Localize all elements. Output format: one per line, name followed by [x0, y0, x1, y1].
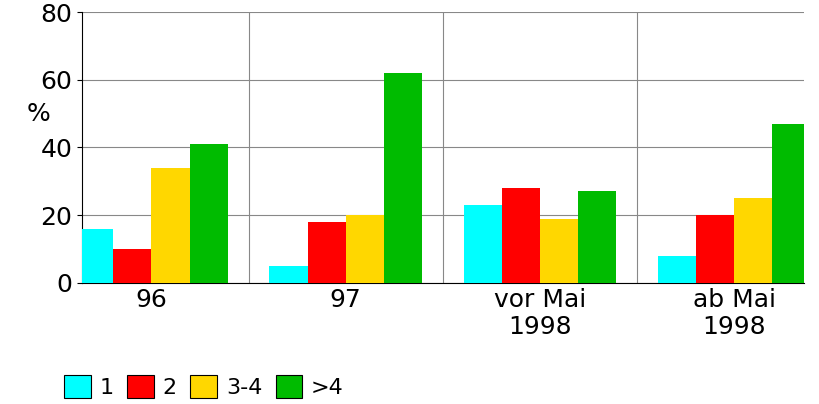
Bar: [463, 205, 501, 283]
Bar: [75, 229, 113, 283]
Bar: [577, 191, 616, 283]
Bar: [113, 249, 152, 283]
Bar: [152, 168, 189, 283]
Bar: [539, 219, 577, 283]
Bar: [189, 144, 228, 283]
Bar: [383, 73, 422, 283]
Bar: [771, 124, 809, 283]
Bar: [733, 198, 771, 283]
Bar: [695, 215, 733, 283]
Bar: [307, 222, 346, 283]
Bar: [501, 188, 539, 283]
Legend: 1, 2, 3-4, >4: 1, 2, 3-4, >4: [64, 375, 343, 398]
Y-axis label: %: %: [27, 102, 51, 126]
Bar: [269, 266, 307, 283]
Bar: [657, 256, 695, 283]
Bar: [346, 215, 383, 283]
